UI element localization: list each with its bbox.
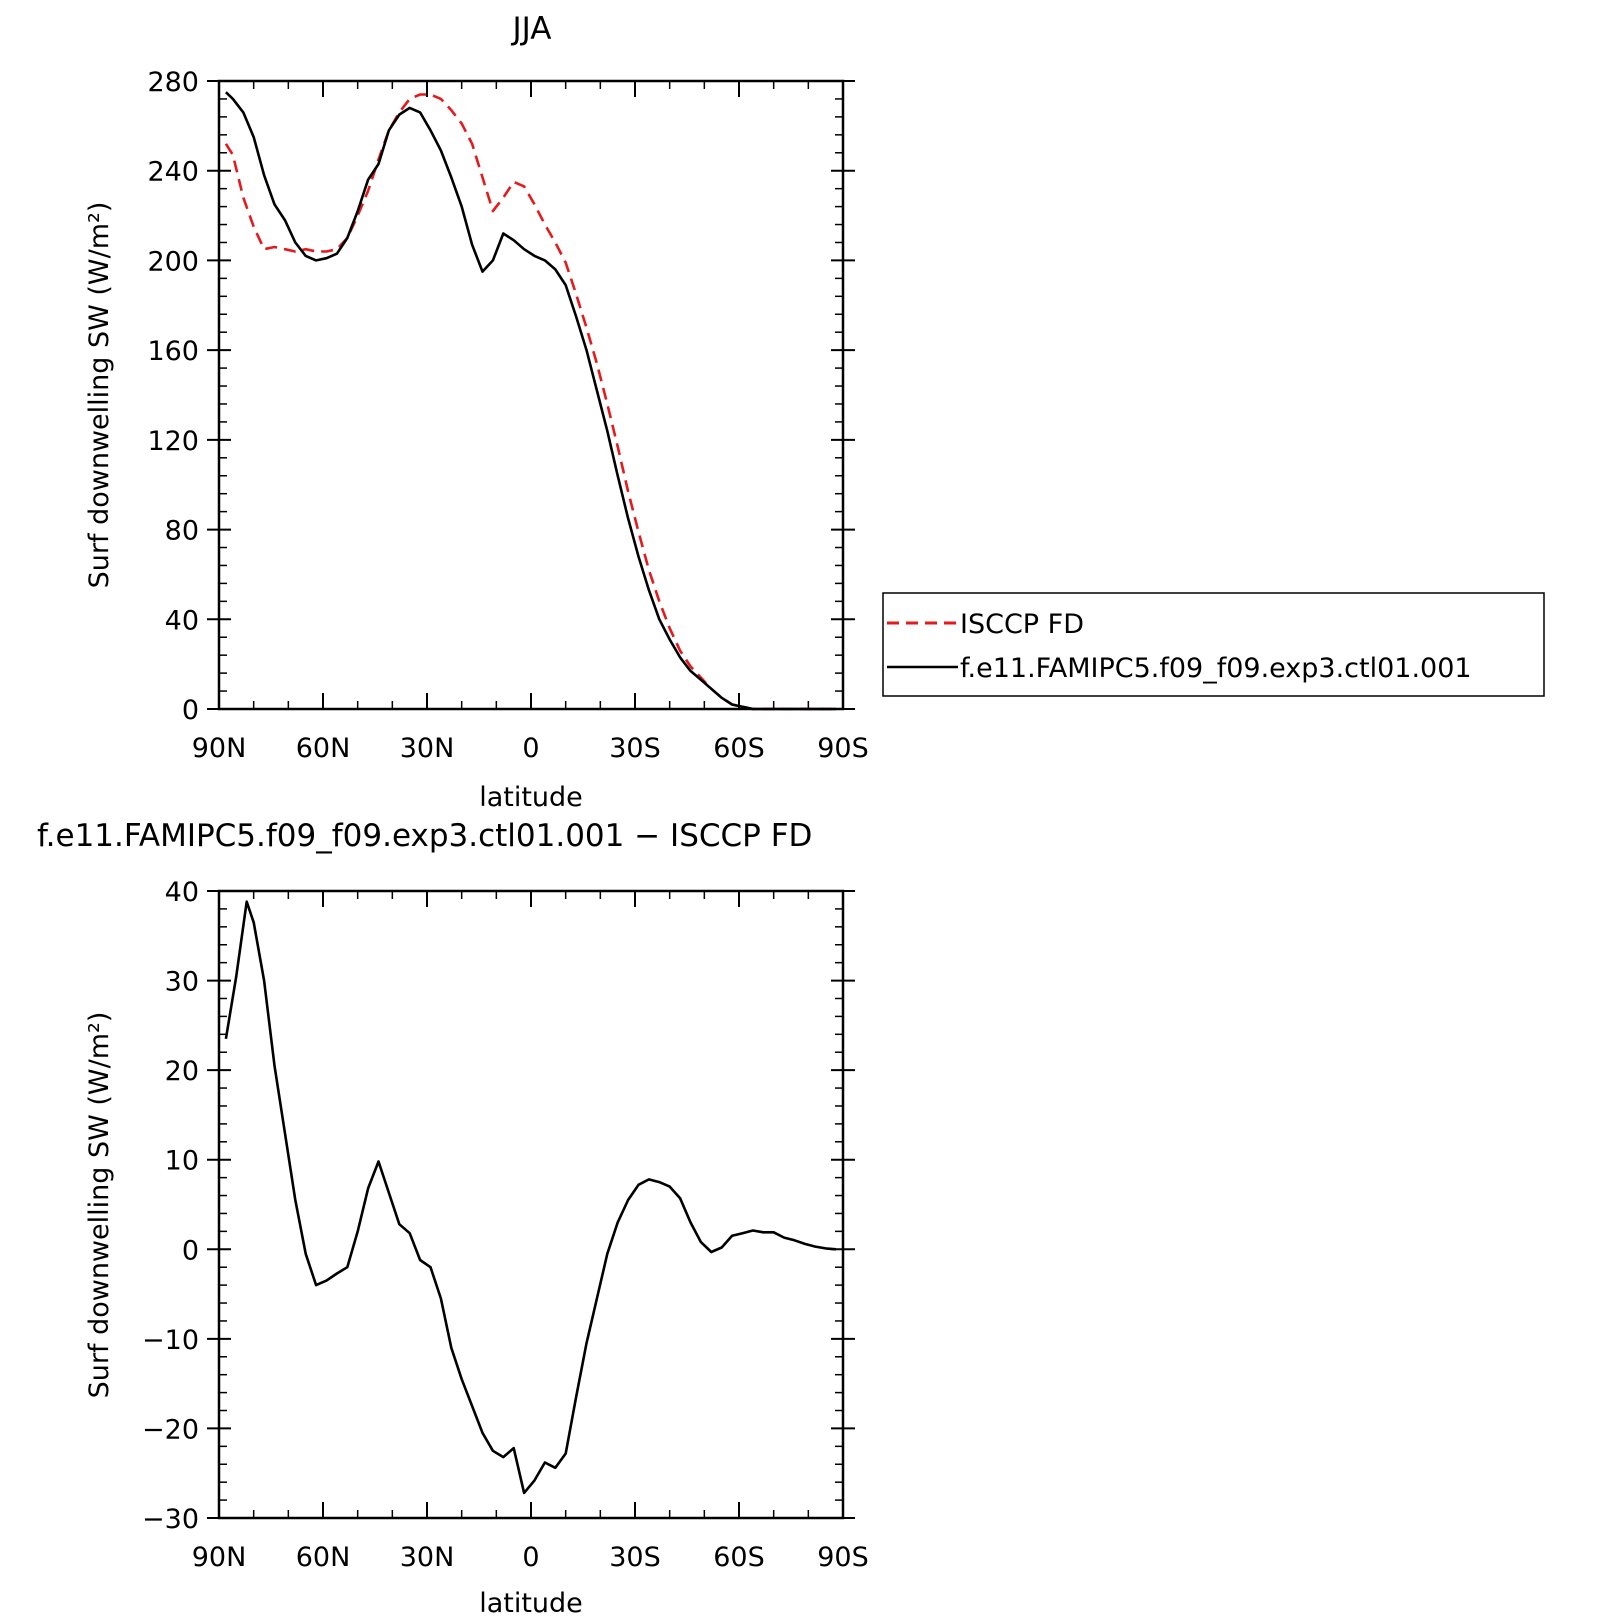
bottom-ytick-label: −30 [142, 1504, 199, 1535]
bottom-xtick-label: 0 [522, 1542, 539, 1573]
legend: ISCCP FD f.e11.FAMIPC5.f09_f09.exp3.ctl0… [882, 592, 1545, 697]
bottom-xtick-label: 60N [296, 1542, 351, 1573]
bottom-ytick-label: 40 [165, 877, 199, 908]
top-panel-frame [217, 79, 845, 711]
top-xtick-label: 90S [817, 733, 869, 764]
top-series-line-0 [224, 93, 837, 711]
top-xtick-label: 0 [522, 733, 539, 764]
bottom-ytick-label: −20 [142, 1414, 199, 1445]
bottom-ytick-label: 0 [182, 1235, 199, 1266]
top-xtick-label: 30S [609, 733, 661, 764]
top-xtick-label: 30N [400, 733, 455, 764]
bottom-panel-ylabel: Surf downwelling SW (W/m²) [84, 1012, 115, 1399]
bottom-panel-title: f.e11.FAMIPC5.f09_f09.exp3.ctl01.001 − I… [37, 818, 812, 854]
top-xtick-label: 60S [713, 733, 765, 764]
top-panel-title: JJA [511, 11, 552, 47]
legend-label-isccp-fd: ISCCP FD [960, 609, 1084, 640]
top-panel-marks: 90N 60N 30N 0 30S 60S 90S 0 40 80 120 160 200 240 280 [147, 67, 868, 764]
bottom-panel-xlabel: latitude [479, 1588, 583, 1619]
bottom-ytick-label: 20 [165, 1056, 199, 1087]
bottom-xtick-label: 30S [609, 1542, 661, 1573]
top-ytick-label: 160 [147, 336, 199, 367]
bottom-xtick-label: 30N [400, 1542, 455, 1573]
bottom-panel-marks: 90N 60N 30N 0 30S 60S 90S −30 −20 −10 0 10 20 30 40 [142, 877, 869, 1573]
top-panel: JJA 90N 60N 30N 0 30S 60S 90S 0 40 80 120 160 200 240… [84, 11, 869, 813]
bottom-panel: f.e11.FAMIPC5.f09_f09.exp3.ctl01.001 − I… [37, 818, 869, 1619]
bottom-panel-frame [217, 889, 845, 1520]
bottom-ytick-label: 30 [165, 967, 199, 998]
top-series-line-1 [225, 91, 837, 711]
top-xtick-label: 90N [192, 733, 247, 764]
top-ytick-label: 0 [182, 695, 199, 726]
top-ytick-label: 200 [147, 246, 199, 277]
bottom-ytick-label: −10 [142, 1325, 199, 1356]
bottom-xtick-label: 90N [192, 1542, 247, 1573]
top-ytick-label: 40 [165, 605, 199, 636]
bottom-ytick-label: 10 [165, 1146, 199, 1177]
bottom-xtick-label: 90S [817, 1542, 869, 1573]
legend-box [882, 592, 1545, 697]
top-panel-ylabel: Surf downwelling SW (W/m²) [84, 202, 115, 589]
legend-label-model: f.e11.FAMIPC5.f09_f09.exp3.ctl01.001 [960, 653, 1472, 684]
bottom-series-line-0 [224, 900, 837, 1495]
top-ytick-label: 80 [165, 516, 199, 547]
bottom-xtick-label: 60S [713, 1542, 765, 1573]
top-ytick-label: 280 [147, 67, 199, 98]
top-panel-xlabel: latitude [479, 782, 583, 813]
top-xtick-label: 60N [296, 733, 351, 764]
top-ytick-label: 120 [147, 426, 199, 457]
top-ytick-label: 240 [147, 157, 199, 188]
